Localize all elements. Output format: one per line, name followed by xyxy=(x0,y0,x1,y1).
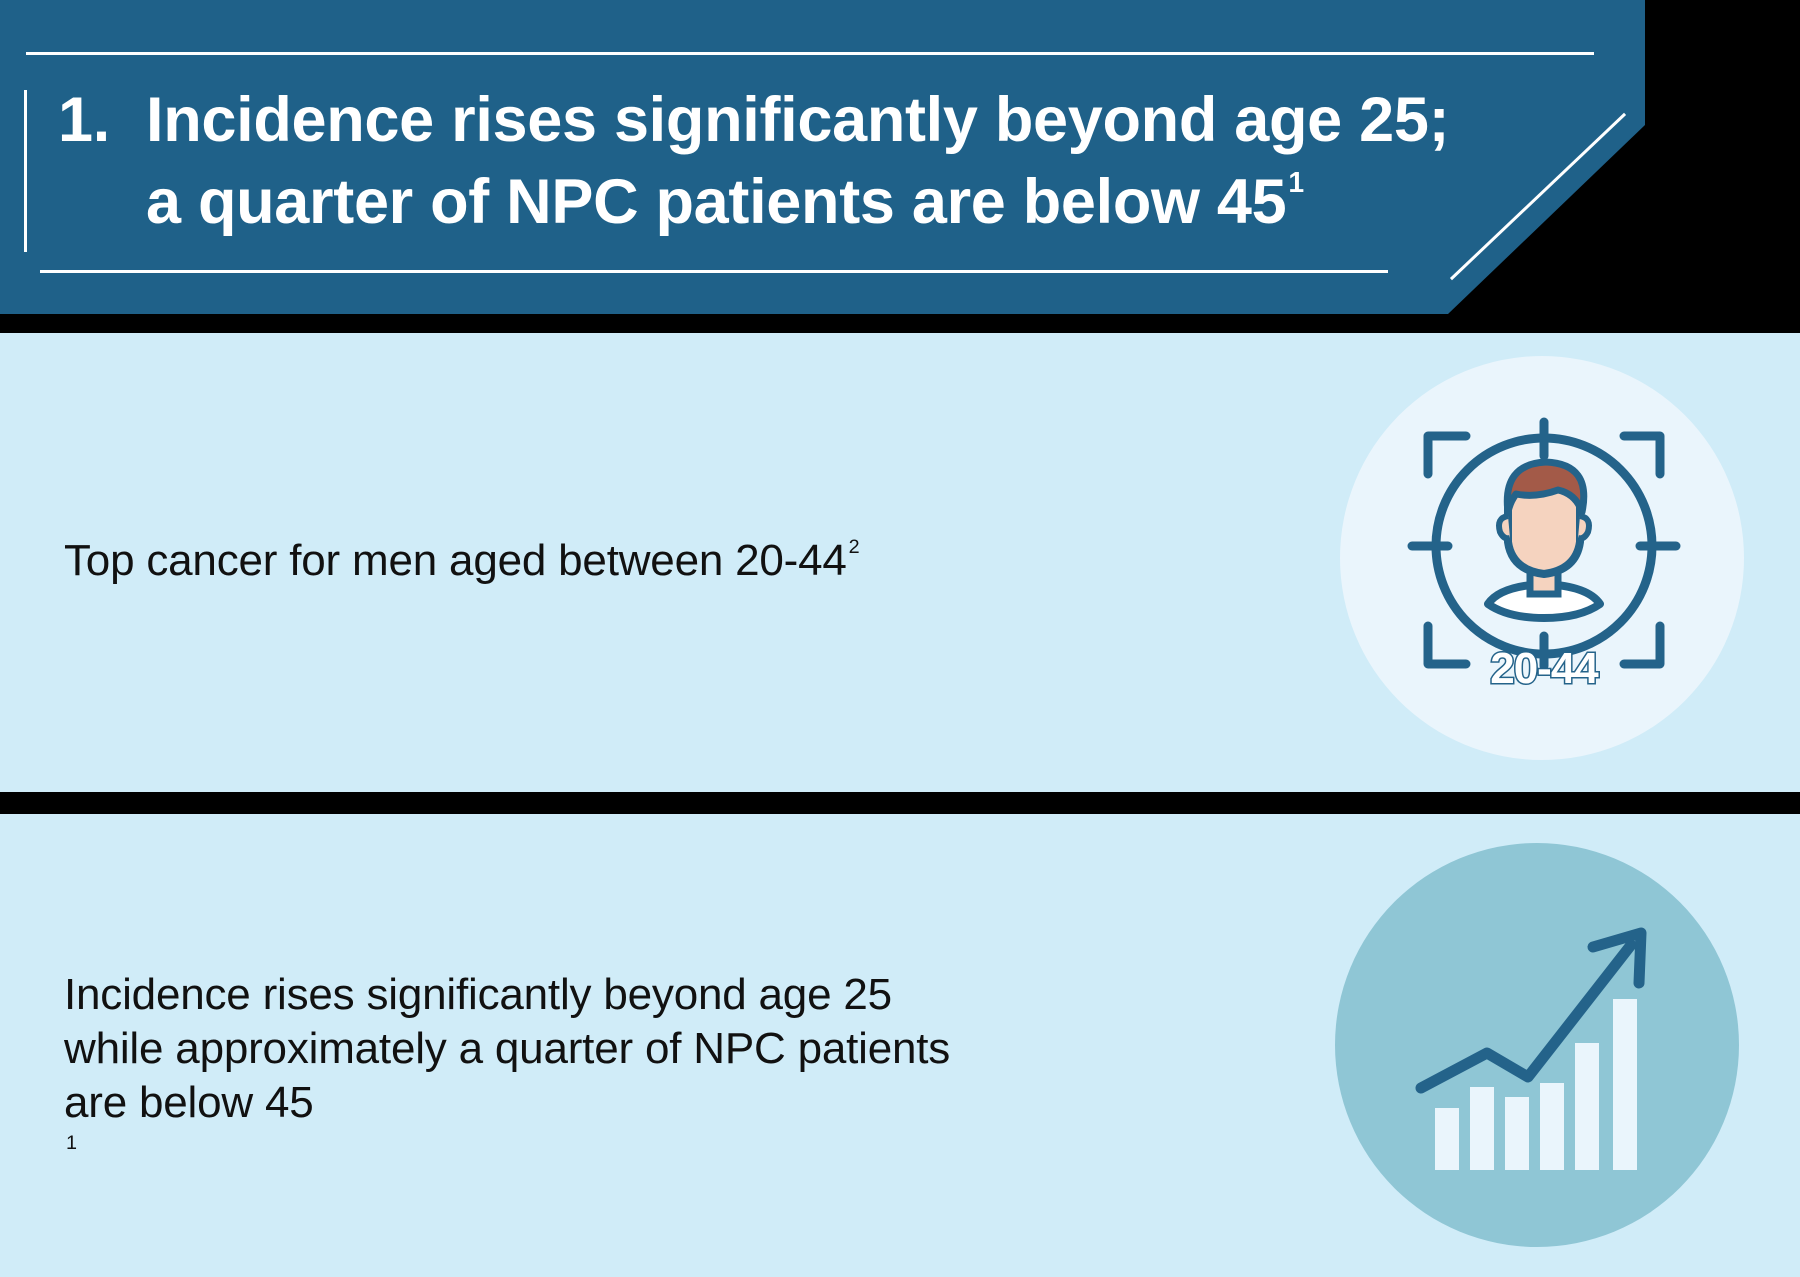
rising-bar-chart-icon xyxy=(1335,843,1739,1247)
footnote-marker: 2 xyxy=(848,536,860,559)
header-left-rule xyxy=(24,90,27,252)
section-title-line-2: a quarter of NPC patients are below 451 xyxy=(146,162,1304,242)
header-top-rule xyxy=(26,52,1594,55)
panel-incidence-line-3: are below 45 1 xyxy=(64,1076,1064,1184)
panel-incidence-line-3-text: are below 45 xyxy=(64,1078,314,1127)
age-range-label: 20-44 xyxy=(1489,643,1601,695)
footnote-marker: 1 xyxy=(66,1132,77,1155)
section-title-line-1: Incidence rises significantly beyond age… xyxy=(146,85,1450,155)
panel-top-cancer-label: Top cancer for men aged between 20-44 xyxy=(64,536,847,585)
footnote-marker: 1 xyxy=(1288,166,1304,199)
panel-incidence-line-1: Incidence rises significantly beyond age… xyxy=(64,970,892,1019)
section-title-line-2-text: a quarter of NPC patients are below 45 xyxy=(146,167,1287,237)
panel-top-cancer-text: Top cancer for men aged between 20-44 2 xyxy=(64,534,860,588)
section-number: 1. xyxy=(58,85,110,155)
panel-incidence-text: Incidence rises significantly beyond age… xyxy=(64,968,1064,1184)
target-person-icon: 20-44 xyxy=(1340,356,1744,760)
header-bottom-rule xyxy=(40,270,1388,273)
panel-incidence-line-2: while approximately a quarter of NPC pat… xyxy=(64,1024,951,1073)
